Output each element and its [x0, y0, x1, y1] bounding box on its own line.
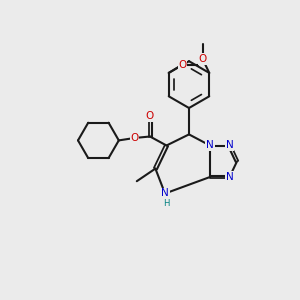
Text: H: H	[163, 199, 169, 208]
Text: O: O	[199, 54, 207, 64]
Text: N: N	[226, 140, 233, 151]
Text: N: N	[161, 188, 169, 199]
Text: O: O	[130, 133, 139, 143]
Text: N: N	[226, 172, 233, 182]
Text: N: N	[206, 140, 214, 151]
Text: O: O	[178, 59, 187, 70]
Text: O: O	[146, 111, 154, 121]
